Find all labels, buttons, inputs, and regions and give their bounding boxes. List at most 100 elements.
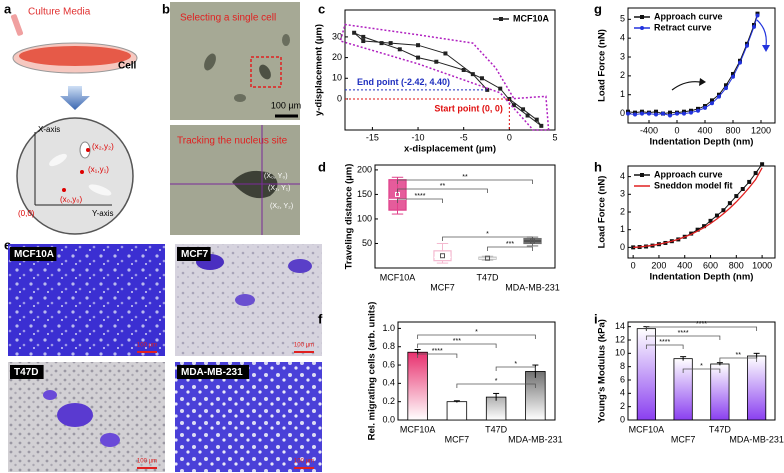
significance-bracket	[645, 344, 684, 349]
x-tick-label: 200	[651, 260, 666, 270]
legend-label: Sneddon model fit	[654, 180, 733, 190]
significance-bracket	[417, 353, 458, 358]
bar	[747, 355, 767, 421]
arrow	[60, 86, 90, 110]
bar	[446, 401, 468, 421]
label-bg	[177, 247, 211, 261]
point	[661, 111, 665, 116]
point	[397, 47, 402, 52]
plot-frame	[344, 9, 556, 131]
point	[747, 179, 752, 184]
point	[443, 51, 448, 56]
point	[710, 101, 714, 106]
x-tick-label: T47D	[709, 424, 732, 434]
significance-bracket	[456, 383, 536, 388]
selection	[250, 56, 282, 88]
series-line	[633, 167, 763, 249]
point	[511, 103, 516, 108]
y-tick-label: 0.0	[382, 414, 395, 424]
significance-bracket	[645, 326, 758, 331]
significance-label: **	[462, 174, 468, 181]
image-label: T47D	[14, 367, 38, 378]
panel-label: b	[162, 1, 170, 16]
significance-bracket	[495, 366, 536, 371]
x-tick-label: MCF10A	[400, 424, 436, 434]
x-tick-label: 0	[507, 132, 512, 142]
significance-label: **	[440, 183, 446, 190]
y-tick-label: 150	[357, 189, 372, 199]
significance-bracket	[645, 335, 721, 340]
annotation: Start point (0, 0)	[434, 103, 503, 113]
y-tick-label: 1	[620, 224, 625, 234]
point	[753, 171, 758, 176]
x-tick-label: MDA-MB-231	[508, 434, 563, 444]
panel-a: a Culture Media Cell X-axis Y-axis (x₂,y…	[4, 1, 138, 235]
point	[352, 30, 357, 35]
box	[433, 250, 452, 262]
y-tick-label: 100	[357, 213, 372, 223]
legend-marker	[640, 15, 644, 19]
x-tick-label: -5	[460, 132, 468, 142]
legend-label: Approach curve	[654, 169, 723, 179]
direction-arrow	[699, 78, 706, 86]
significance-label: ****	[678, 330, 689, 337]
y-tick-label: 6	[620, 374, 625, 384]
significance-label: **	[736, 352, 742, 359]
cluster	[288, 259, 312, 273]
image-label: MCF10A	[14, 249, 54, 260]
y-tick-label: 0.8	[382, 341, 395, 351]
point	[640, 111, 644, 116]
cell	[232, 170, 278, 199]
point	[534, 117, 539, 122]
y-tick-label: 0	[620, 108, 625, 118]
legend-marker	[640, 173, 644, 177]
y-tick-label: 10	[615, 348, 625, 358]
x-tick-label: 0	[631, 260, 636, 270]
point	[740, 187, 745, 191]
panel-label: h	[594, 159, 602, 174]
point	[416, 55, 421, 60]
point	[434, 59, 439, 64]
point-label: (x₂,y₂)	[92, 142, 114, 151]
point-label: (X₁, Y₁)	[268, 185, 291, 192]
envelope	[339, 23, 550, 131]
x-tick-label: T47D	[476, 272, 499, 282]
x-tick-label: MDA-MB-231	[729, 434, 784, 444]
significance-bracket	[397, 179, 533, 184]
scale-label: 100 µm	[294, 459, 314, 465]
significance-label: *	[475, 329, 478, 336]
panel-label: a	[4, 1, 12, 16]
box	[388, 179, 407, 211]
point-label: (X₂, Y₂)	[270, 203, 293, 210]
point	[745, 43, 749, 48]
point-label: (x₀,y₀)	[60, 195, 83, 204]
point	[647, 111, 651, 116]
point	[695, 227, 700, 232]
point	[361, 39, 366, 44]
x-tick-label: 800	[729, 260, 744, 270]
y-tick-label: 20	[332, 52, 342, 62]
cell	[88, 184, 112, 196]
micrograph	[8, 244, 165, 356]
panel-label: f	[318, 311, 323, 326]
direction-arrow	[762, 45, 770, 52]
x-tick-label: T47D	[485, 424, 508, 434]
y-axis-label: Traveling distance (µm)	[344, 164, 355, 270]
point	[379, 41, 384, 46]
bar	[525, 371, 546, 421]
point	[760, 162, 765, 167]
x-tick-label: MCF10A	[629, 424, 665, 434]
cluster	[235, 294, 255, 306]
point	[461, 68, 466, 72]
bar	[673, 358, 693, 421]
caption: Selecting a single cell	[180, 13, 276, 24]
point	[521, 107, 526, 112]
label-bg	[10, 365, 44, 379]
chart: 0 1 2 3 4 0 200 400 600 800 1000 Indentation Depth …	[597, 162, 776, 283]
significance-bracket	[417, 334, 536, 339]
plot-frame	[627, 7, 776, 124]
panel-label: e	[4, 237, 11, 252]
legend-marker	[499, 17, 503, 21]
cell	[282, 34, 290, 46]
